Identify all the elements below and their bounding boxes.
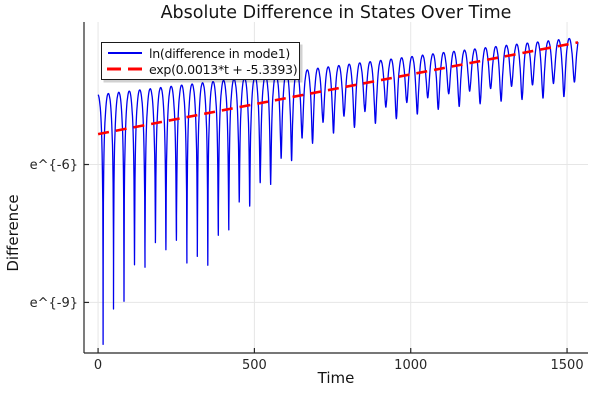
legend-solid-line-sample (108, 52, 142, 54)
legend-item-exp-fit: exp(0.0013*t + -5.3393) (106, 61, 298, 77)
legend-label-exp-fit: exp(0.0013*t + -5.3393) (149, 61, 298, 77)
x-tick-label: 0 (94, 358, 102, 373)
legend: ln(difference in mode1) exp(0.0013*t + -… (101, 42, 300, 80)
series-ln-difference (97, 37, 579, 346)
y-axis-label: Difference (4, 194, 22, 272)
x-tick-label: 500 (242, 358, 267, 373)
chart-title: Absolute Difference in States Over Time (160, 3, 512, 23)
legend-label-difference: ln(difference in mode1) (149, 45, 291, 61)
legend-item-difference: ln(difference in mode1) (106, 45, 295, 61)
series-exp-fit (97, 41, 579, 136)
x-tick-label: 1000 (394, 358, 427, 373)
x-tick-label: 1500 (551, 358, 584, 373)
x-axis-label: Time (317, 369, 355, 387)
y-tick-label: e^{-9} (30, 296, 78, 311)
legend-dashed-line-sample (107, 67, 143, 71)
y-tick-label: e^{-6} (30, 158, 78, 173)
